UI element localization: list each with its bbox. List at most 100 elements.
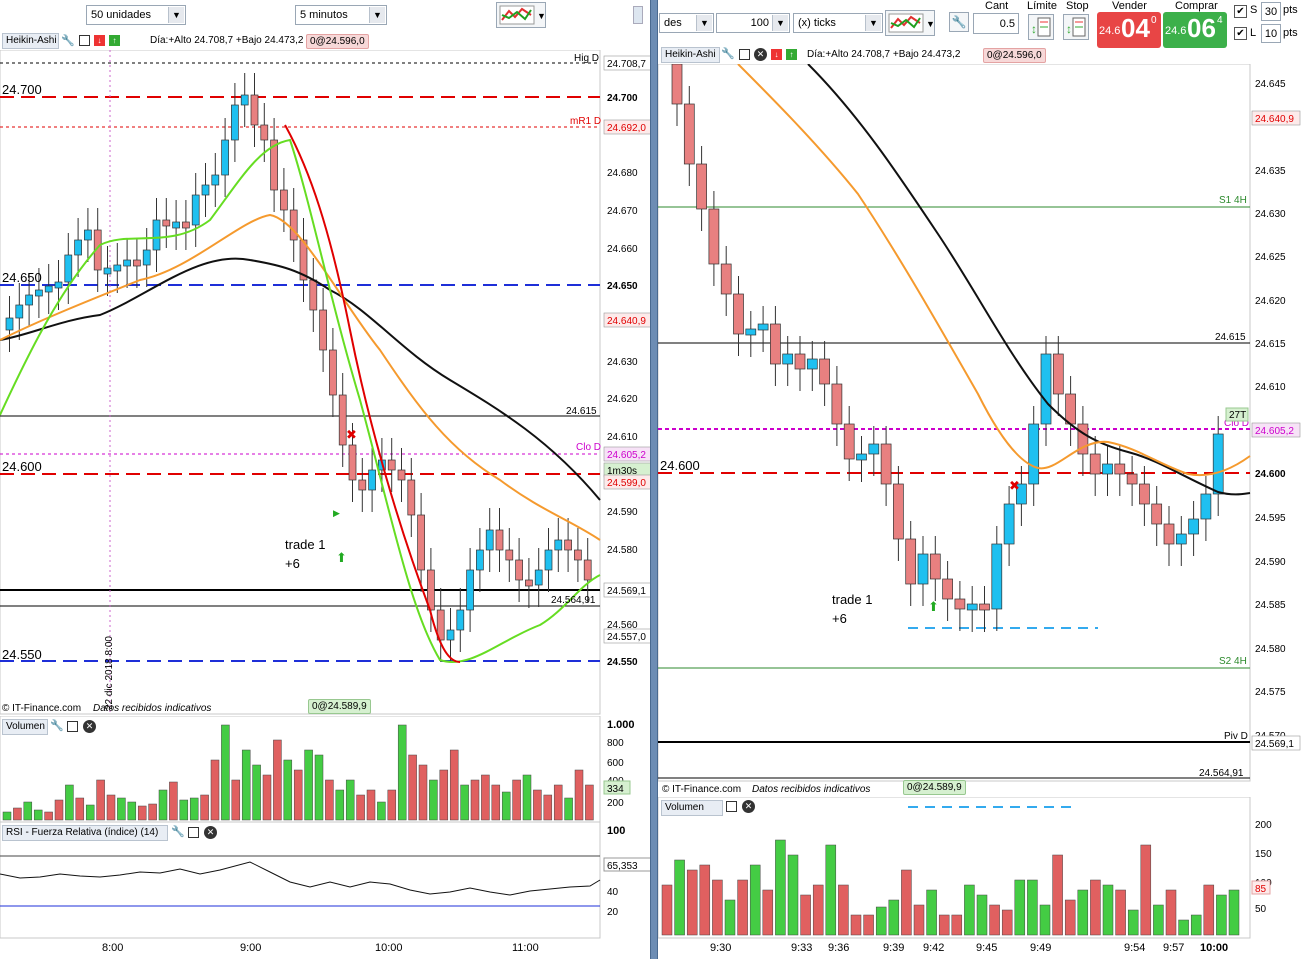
units-select-value: 50 unidades (91, 9, 151, 21)
quantity-select[interactable]: 100 ▼ (716, 13, 790, 33)
piv-d-label: Piv D (1224, 731, 1248, 742)
pts-label: pts (1283, 4, 1298, 16)
left-rsi-chart: 100 65,353 40 20 (0, 822, 653, 939)
wrench-icon[interactable]: 🔧 (171, 826, 185, 838)
candle (456, 609, 465, 631)
right-volume-bars (661, 839, 1240, 936)
volume-bar (106, 794, 116, 821)
volume-bar (1064, 899, 1076, 936)
stop-order-button[interactable]: ↕ (1063, 14, 1089, 40)
window-icon[interactable] (739, 49, 750, 60)
candle (583, 559, 592, 581)
candle (745, 328, 757, 336)
time-tick: 9:57 (1163, 942, 1185, 954)
volume-bar (686, 869, 698, 936)
clo-d-label: Clo D (1224, 418, 1249, 429)
limit-checkbox[interactable]: ✔ (1234, 27, 1247, 40)
volume-bar (200, 794, 209, 821)
stop-points-input[interactable] (1261, 2, 1281, 21)
sell-arrow-icon[interactable]: ↓ (94, 35, 105, 46)
window-icon[interactable] (188, 827, 199, 838)
volume-bar (522, 774, 532, 821)
candle (917, 553, 929, 585)
limit-order-button[interactable]: ↕ (1028, 14, 1054, 40)
price-tick: 24.569,1 (607, 586, 646, 597)
units-select[interactable]: 50 unidades ▼ (86, 5, 186, 25)
volume-bar (439, 769, 449, 821)
volume-bar (148, 803, 157, 821)
collapse-arrow-icon[interactable] (633, 6, 643, 24)
sell-price-sup: 0 (1151, 15, 1157, 26)
level-label-24700: 24.700 (2, 82, 42, 97)
ticks-select[interactable]: (x) ticks ▼ (793, 13, 883, 33)
stop-checkbox[interactable]: ✔ (1234, 5, 1247, 18)
price-tick: 24.550 (607, 657, 638, 668)
volume-bar (418, 764, 428, 821)
candle (757, 323, 769, 331)
close-icon[interactable]: ✕ (83, 720, 96, 733)
rsi-tick: 20 (607, 907, 619, 918)
wrench-icon[interactable]: 🔧 (50, 720, 64, 732)
candle (1139, 483, 1150, 505)
left-price-chart[interactable]: 24.700 24.650 24.600 24.550 Hig D mR1 D … (0, 50, 656, 715)
svg-text:▼: ▼ (926, 19, 934, 29)
candle (1175, 533, 1187, 545)
price-tick: 24.670 (607, 206, 638, 217)
buy-arrow-icon[interactable]: ↑ (109, 35, 120, 46)
candle (191, 194, 200, 226)
sell-button[interactable]: 24.6 04 0 (1097, 12, 1161, 48)
buy-arrow-icon[interactable]: ↑ (786, 49, 797, 60)
volume-bar (13, 807, 22, 821)
rsi-title: RSI - Fuerza Relativa (índice) (14) (2, 825, 168, 841)
sell-arrow-icon[interactable]: ↓ (771, 49, 782, 60)
volume-bar (838, 884, 849, 936)
close-icon[interactable]: ✕ (754, 48, 767, 61)
volume-bar (812, 884, 824, 936)
candle (348, 444, 357, 481)
volume-bar (137, 805, 147, 821)
time-tick: 9:42 (923, 942, 945, 954)
settings-wrench-button[interactable]: 🔧 (949, 12, 969, 32)
window-icon[interactable] (67, 721, 78, 732)
close-icon[interactable]: ✕ (742, 800, 755, 813)
wrench-icon: 🔧 (951, 15, 967, 29)
chart-indicators-button[interactable]: ▼ (496, 2, 546, 28)
volume-bar (96, 779, 105, 821)
right-volume-axis: 2001501008550 (1251, 820, 1272, 915)
candle (515, 559, 523, 581)
window-icon[interactable] (79, 35, 90, 46)
wrench-icon[interactable]: 🔧 (61, 35, 75, 47)
price-tick: 24.635 (1255, 166, 1286, 177)
wrench-icon[interactable]: 🔧 (721, 48, 735, 60)
pane-splitter[interactable] (650, 0, 658, 959)
candle (103, 267, 112, 275)
exit-cross-icon: ✖ (346, 427, 357, 442)
right-candles (671, 64, 1224, 632)
candle (397, 469, 406, 481)
time-tick: 9:39 (883, 942, 905, 954)
trade-points: +6 (832, 611, 847, 626)
candle (436, 609, 445, 641)
window-icon[interactable] (726, 801, 737, 812)
buy-button[interactable]: 24.6 06 4 (1163, 12, 1227, 48)
volume-bar (863, 914, 874, 936)
volume-bar (585, 784, 594, 821)
mode-select[interactable]: des ▼ (659, 13, 714, 33)
limit-points-input[interactable] (1261, 24, 1281, 43)
svg-text:▼: ▼ (537, 11, 545, 21)
price-tick: 24.595 (1255, 513, 1286, 524)
volume-bar (345, 779, 355, 821)
volume-bar (1014, 879, 1026, 936)
volume-bar (888, 899, 900, 936)
volume-bar (252, 764, 261, 821)
timeframe-select[interactable]: 5 minutos ▼ (295, 5, 387, 25)
close-icon[interactable]: ✕ (204, 826, 217, 839)
volume-bar (901, 869, 912, 936)
mr1-label: mR1 D (570, 116, 601, 127)
right-price-chart[interactable]: S1 4H 24.615 Clo D 24.600 S2 4H Piv D 24… (658, 64, 1303, 782)
volume-bar (1178, 919, 1189, 936)
cant-input[interactable] (973, 13, 1019, 34)
chart-indicators-button[interactable]: ▼ (885, 10, 935, 36)
candle (683, 103, 695, 165)
candle (1040, 353, 1052, 425)
